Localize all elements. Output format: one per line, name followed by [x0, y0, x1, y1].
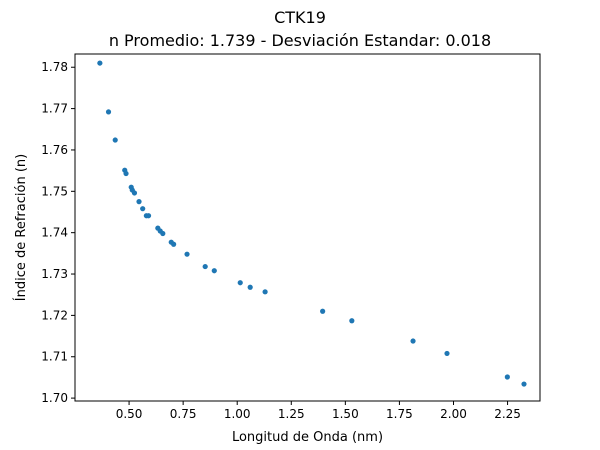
- y-tick-label: 1.76: [41, 143, 68, 157]
- data-point: [247, 284, 253, 290]
- y-tick-label: 1.71: [41, 350, 68, 364]
- x-axis-label: Longitud de Onda (nm): [232, 430, 383, 445]
- data-point: [160, 230, 166, 237]
- data-point: [504, 374, 510, 380]
- x-tick-label: 1.00: [224, 407, 251, 421]
- data-point: [145, 213, 152, 219]
- x-tick-label: 2.25: [494, 407, 521, 421]
- data-point: [123, 170, 129, 177]
- x-tick-label: 1.25: [278, 407, 305, 421]
- y-tick-label: 1.75: [41, 184, 68, 198]
- x-tick-label: 2.00: [440, 407, 467, 421]
- data-point: [136, 199, 142, 205]
- y-tick-label: 1.70: [41, 391, 68, 405]
- y-axis-label: Índice de Refración (n): [13, 154, 29, 301]
- x-tick-label: 1.50: [332, 407, 359, 421]
- data-point: [211, 268, 217, 274]
- data-point: [262, 289, 268, 295]
- data-point: [237, 280, 243, 286]
- x-tick-label: 0.75: [170, 407, 197, 421]
- data-point: [131, 190, 138, 196]
- y-tick-label: 1.78: [41, 60, 68, 74]
- y-tick-label: 1.77: [41, 102, 68, 116]
- y-tick-label: 1.72: [41, 308, 68, 322]
- data-point: [521, 381, 527, 387]
- y-axis: 1.70 1.71 1.72 1.73 1.74 1.75 1.76 1.77 1.78: [41, 60, 75, 405]
- data-point: [202, 263, 208, 270]
- x-tick-label: 0.50: [116, 407, 143, 421]
- axes-frame: [74, 53, 541, 402]
- data-point: [171, 241, 177, 247]
- data-point: [140, 206, 146, 212]
- data-point: [349, 318, 355, 324]
- data-point: [320, 308, 326, 314]
- data-point: [444, 350, 450, 357]
- data-point: [184, 251, 190, 257]
- data-points-group: [97, 60, 527, 387]
- data-point: [410, 338, 416, 344]
- chart-subtitle: n Promedio: 1.739 - Desviación Estandar:…: [108, 31, 492, 50]
- data-point: [112, 137, 118, 143]
- data-point: [105, 109, 112, 115]
- data-point: [97, 60, 103, 66]
- x-axis: 0.50 0.75 1.00 1.25 1.50 1.75 2.00 2.25: [116, 401, 521, 421]
- y-tick-label: 1.73: [41, 267, 68, 281]
- chart-title: CTK19: [274, 8, 326, 27]
- x-tick-label: 1.75: [386, 407, 413, 421]
- y-tick-label: 1.74: [41, 226, 68, 240]
